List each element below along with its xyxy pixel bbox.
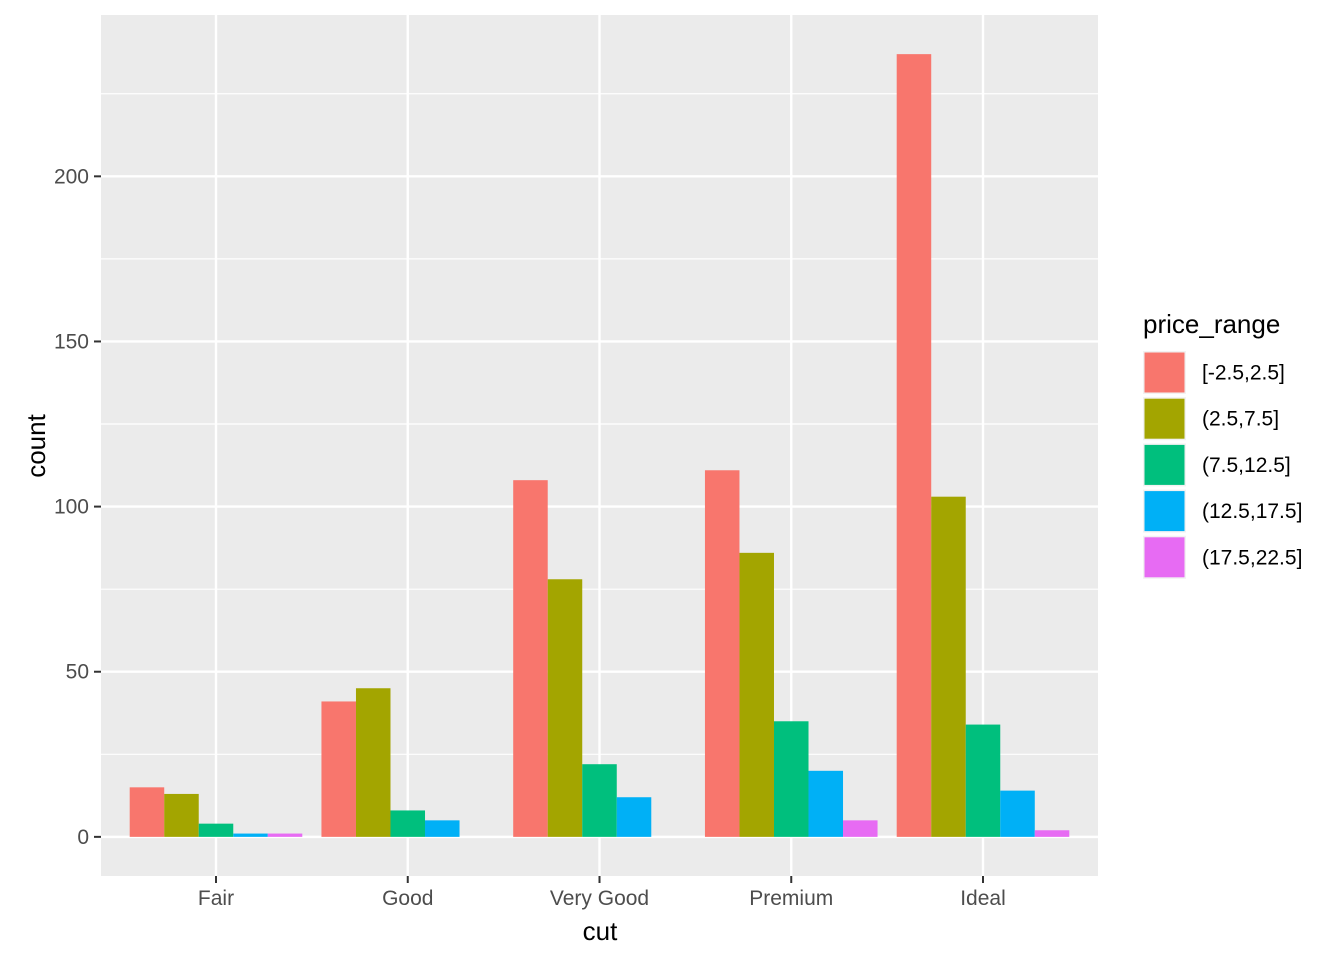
legend: price_range [-2.5,2.5] (2.5,7.5] (7.5,12.5… — [1143, 309, 1302, 579]
legend-label: (12.5,17.5] — [1202, 500, 1302, 523]
legend-key — [1144, 491, 1185, 532]
legend-title: price_range — [1143, 309, 1280, 339]
x-axis-title: cut — [583, 916, 618, 946]
bar — [267, 833, 303, 837]
bar — [896, 54, 932, 837]
x-tick-label: Good — [382, 887, 433, 910]
bar — [582, 764, 617, 837]
bar — [965, 724, 1001, 837]
y-tick-label: 0 — [77, 826, 89, 849]
legend-label: (2.5,7.5] — [1202, 408, 1279, 431]
bar — [164, 793, 199, 837]
bar — [425, 820, 460, 837]
legend-label: (7.5,12.5] — [1202, 454, 1291, 477]
y-axis: 0 50 100 150 200 — [54, 165, 101, 849]
bar — [390, 810, 426, 837]
bar — [931, 496, 966, 837]
bars — [129, 54, 1070, 837]
bar — [808, 770, 844, 837]
bar — [704, 470, 740, 837]
legend-key — [1144, 537, 1185, 578]
bar — [355, 688, 391, 837]
x-tick-label: Very Good — [550, 887, 649, 910]
bar — [129, 787, 165, 837]
bar — [547, 579, 583, 837]
x-tick-label: Fair — [198, 887, 234, 910]
bar — [198, 823, 234, 837]
bar — [616, 797, 652, 837]
y-tick-label: 100 — [54, 496, 89, 519]
x-tick-label: Ideal — [960, 887, 1006, 910]
y-axis-title: count — [21, 413, 51, 477]
bar — [321, 701, 356, 837]
y-tick-label: 150 — [54, 330, 89, 353]
legend-key — [1144, 352, 1185, 393]
bar — [1000, 790, 1035, 837]
bar — [513, 480, 548, 837]
bar — [843, 820, 878, 837]
legend-label: (17.5,22.5] — [1202, 546, 1302, 569]
bar — [1034, 830, 1070, 837]
x-axis: Fair Good Very Good Premium Ideal — [198, 876, 1006, 910]
legend-key — [1144, 398, 1185, 439]
y-tick-label: 200 — [54, 165, 89, 188]
legend-key — [1144, 444, 1185, 485]
x-tick-label: Premium — [749, 887, 833, 910]
legend-label: [-2.5,2.5] — [1202, 362, 1285, 385]
bar — [233, 833, 268, 837]
bar — [773, 721, 809, 837]
bar — [739, 552, 774, 837]
y-tick-label: 50 — [66, 661, 89, 684]
